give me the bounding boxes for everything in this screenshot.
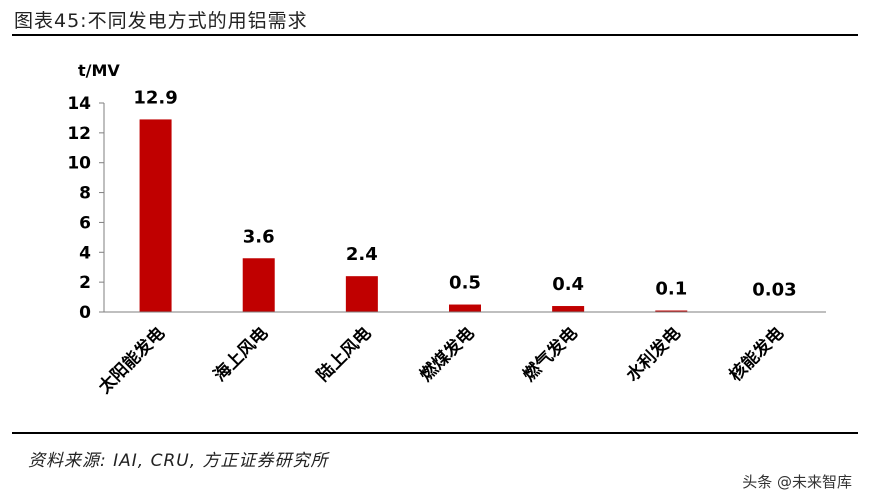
y-tick-label: 10 [67, 154, 91, 174]
y-axis: 0 2 4 6 8 10 12 14 [67, 94, 105, 323]
category-label: 燃气发电 [519, 323, 582, 386]
data-label: 0.1 [655, 279, 687, 300]
data-label: 2.4 [346, 244, 378, 265]
category-label: 水利发电 [622, 323, 685, 386]
category-label: 太阳能发电 [94, 323, 169, 398]
title-divider [12, 34, 858, 36]
y-tick-label: 4 [79, 243, 91, 263]
y-tick-label: 6 [79, 213, 91, 233]
bar [552, 306, 585, 312]
data-label: 12.9 [133, 87, 177, 108]
bar-chart: t/MV 0 2 4 6 8 10 12 14 12.9 3.6 2.4 0.5 0.4 0.1 0.03… [67, 61, 826, 398]
bar [242, 258, 275, 312]
bar [139, 119, 172, 313]
category-label: 核能发电 [725, 323, 788, 386]
watermark: 头条 @未来智库 [742, 473, 852, 491]
bars: 12.9 3.6 2.4 0.5 0.4 0.1 0.03 [133, 87, 797, 313]
category-label: 海上风电 [209, 323, 272, 386]
bar [655, 310, 688, 312]
category-label: 陆上风电 [312, 323, 375, 386]
y-tick-label: 0 [79, 303, 91, 323]
bar [345, 276, 378, 312]
data-label: 0.5 [449, 273, 481, 294]
bar [449, 304, 481, 312]
y-tick-label: 14 [67, 94, 91, 114]
data-label: 0.03 [752, 280, 796, 301]
category-label: 燃煤发电 [416, 323, 479, 386]
y-tick-label: 2 [79, 273, 91, 293]
y-tick-label: 8 [79, 184, 91, 204]
data-label: 3.6 [243, 226, 275, 247]
source-divider [12, 432, 858, 434]
y-tick-label: 12 [67, 124, 91, 144]
y-axis-unit-label: t/MV [78, 61, 120, 80]
x-axis: 太阳能发电 海上风电 陆上风电 燃煤发电 燃气发电 水利发电 核能发电 [94, 311, 826, 398]
chart-title: 图表45:不同发电方式的用铝需求 [14, 10, 308, 32]
data-label: 0.4 [552, 274, 584, 295]
source-note: 资料来源: IAI, CRU, 方正证券研究所 [28, 451, 329, 471]
